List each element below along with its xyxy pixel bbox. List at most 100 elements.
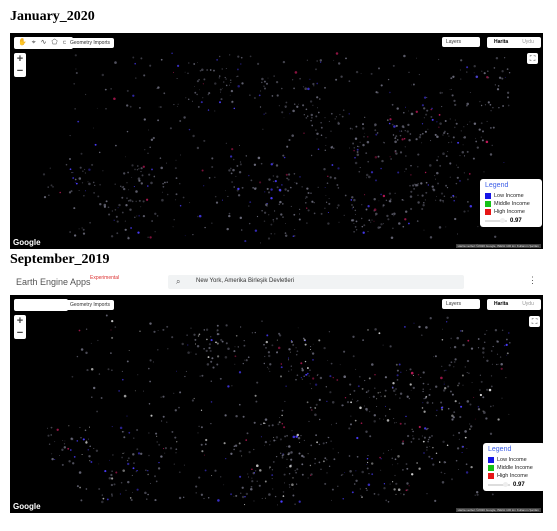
experimental-badge: Experimental <box>90 275 120 281</box>
polygon-icon[interactable]: ⬠ <box>51 39 58 46</box>
light-dot <box>410 389 412 391</box>
light-dot <box>110 483 114 487</box>
light-dot <box>503 161 505 164</box>
light-dot <box>471 381 473 384</box>
light-dot <box>210 401 213 403</box>
light-dot <box>294 71 298 74</box>
light-dot <box>458 469 460 470</box>
light-dot <box>114 183 116 185</box>
search-input[interactable]: New York, Amerika Birleşik Devletleri <box>196 278 295 284</box>
light-dot <box>436 159 439 162</box>
light-dot <box>251 468 253 471</box>
zoom-out-button[interactable]: − <box>16 327 24 339</box>
light-dot <box>270 163 274 166</box>
light-dot <box>266 366 269 368</box>
light-dot <box>214 176 216 178</box>
light-dot <box>121 370 123 372</box>
opacity-slider[interactable]: 0.97 <box>488 482 540 488</box>
light-dot <box>428 394 431 396</box>
light-dot <box>430 108 432 111</box>
map-type-satellite-button[interactable]: Uydu <box>522 39 534 45</box>
layers-button[interactable]: Layers <box>442 37 480 47</box>
geometry-imports-button[interactable]: Geometry Imports <box>66 300 115 310</box>
light-dot <box>465 463 468 466</box>
light-dot <box>146 498 148 500</box>
search-icon[interactable]: ⌕ <box>176 277 181 286</box>
light-dot <box>149 64 152 67</box>
layers-button[interactable]: Layers <box>442 299 480 309</box>
geometry-imports-button[interactable]: Geometry Imports <box>66 38 115 48</box>
light-dot <box>211 165 214 169</box>
point-icon[interactable]: ⌖ <box>31 39 36 46</box>
map-september-2019[interactable]: Geometry Imports + − Layers Harita Uydu … <box>10 295 543 513</box>
opacity-knob[interactable] <box>503 482 508 487</box>
light-dot <box>350 219 354 222</box>
light-dot <box>423 202 425 204</box>
light-dot <box>500 367 503 370</box>
rectangle-icon[interactable]: ▭ <box>63 38 70 48</box>
light-dot <box>342 109 345 111</box>
light-dot <box>423 229 425 231</box>
fullscreen-icon[interactable]: ⛶ <box>527 53 538 64</box>
line-icon[interactable]: ∿ <box>40 39 47 46</box>
light-dot <box>205 328 209 331</box>
light-dot <box>426 449 428 451</box>
light-dot <box>377 67 381 70</box>
light-dot <box>301 186 303 188</box>
zoom-in-button[interactable]: + <box>16 53 24 65</box>
light-dot <box>331 488 334 491</box>
light-dot <box>233 350 236 353</box>
zoom-in-button[interactable]: + <box>16 315 24 327</box>
light-dot <box>111 319 114 323</box>
fullscreen-icon[interactable]: ⛶ <box>529 316 540 327</box>
light-dot <box>441 481 445 484</box>
light-dot <box>467 210 469 212</box>
light-dot <box>106 498 109 501</box>
light-dot <box>479 393 483 397</box>
light-dot <box>316 441 318 444</box>
map-january-2020[interactable]: ✋ ⌖ ∿ ⬠ ▭ Geometry Imports + − Layers Ha… <box>10 33 543 249</box>
zoom-out-button[interactable]: − <box>16 65 24 77</box>
light-dot <box>356 400 358 402</box>
light-dot <box>477 226 479 228</box>
light-dot <box>263 211 267 214</box>
light-dot <box>175 452 177 454</box>
hand-icon[interactable]: ✋ <box>18 39 27 46</box>
light-dot <box>89 460 91 462</box>
map-type-map-button[interactable]: Harita <box>494 39 509 45</box>
light-dot <box>404 326 406 328</box>
light-dot <box>408 110 410 112</box>
light-dot <box>61 448 64 451</box>
light-dot <box>458 382 461 385</box>
light-dot <box>114 209 117 211</box>
light-dot <box>260 436 262 438</box>
light-dot <box>310 113 314 117</box>
map-attribution[interactable]: Harita verileri ©2020 Google, INEGI 100 … <box>455 508 541 512</box>
opacity-knob[interactable] <box>500 218 505 223</box>
light-dot <box>391 213 394 216</box>
light-dot <box>311 200 314 203</box>
light-dot <box>93 192 95 194</box>
light-dot <box>105 200 108 203</box>
light-dot <box>477 405 480 408</box>
light-dot <box>442 328 444 330</box>
light-dot <box>158 443 161 446</box>
map-type-map-button[interactable]: Harita <box>494 301 509 307</box>
light-dot <box>294 469 297 472</box>
location-search-box[interactable]: ⌕ New York, Amerika Birleşik Devletleri <box>168 275 464 289</box>
light-dot <box>449 89 451 91</box>
light-dot <box>91 396 93 398</box>
opacity-track[interactable] <box>485 218 507 223</box>
light-dot <box>330 499 333 501</box>
light-dot <box>249 55 252 58</box>
opacity-slider[interactable]: 0.97 <box>485 218 537 224</box>
map-attribution[interactable]: Harita verileri ©2020 Google, INEGI 100 … <box>455 244 541 248</box>
more-vert-icon[interactable]: ⋮ <box>528 275 537 285</box>
map-type-satellite-button[interactable]: Uydu <box>522 301 534 307</box>
light-dot <box>74 108 76 110</box>
light-dot <box>452 416 455 419</box>
opacity-track[interactable] <box>488 482 510 487</box>
light-dot <box>128 350 130 352</box>
light-dot <box>147 470 149 472</box>
light-dot <box>225 342 228 345</box>
